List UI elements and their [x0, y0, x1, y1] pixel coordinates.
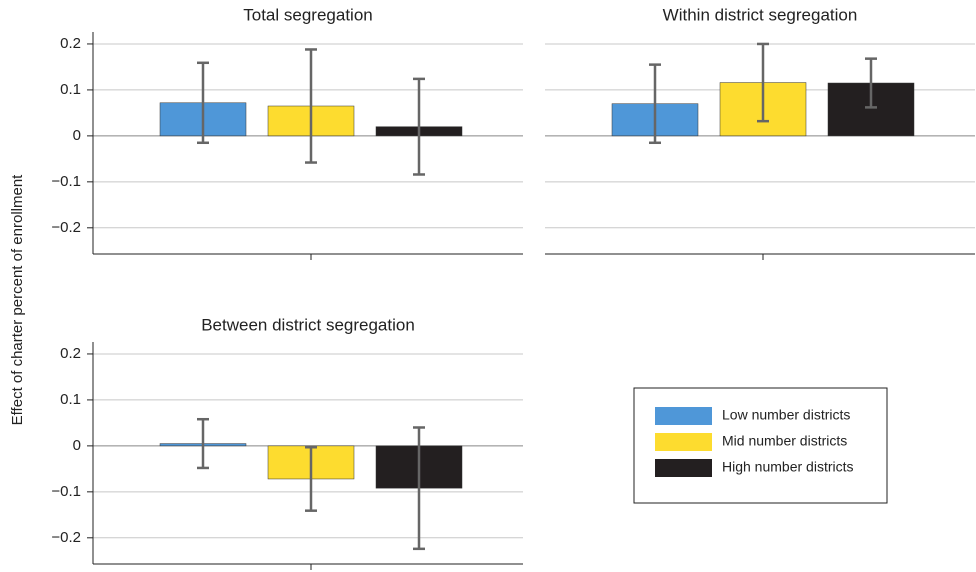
y-tick-label: 0.1 [60, 391, 81, 408]
y-tick-label: −0.2 [51, 529, 81, 546]
error-bar [757, 42, 769, 123]
y-axis-label: Effect of charter percent of enrollment [9, 174, 26, 426]
chart-title: Total segregation [243, 5, 372, 24]
y-tick-label: 0 [73, 437, 81, 454]
legend-label: Mid number districts [722, 433, 847, 449]
error-bar [865, 57, 877, 109]
error-bar [413, 77, 425, 176]
legend-swatch [655, 433, 712, 451]
chart-title: Between district segregation [201, 315, 415, 334]
error-bar [197, 61, 209, 145]
legend-label: Low number districts [722, 407, 850, 423]
legend-swatch [655, 407, 712, 425]
error-bar [649, 63, 661, 145]
error-bar [305, 48, 317, 164]
y-tick-label: 0.2 [60, 35, 81, 52]
y-tick-label: −0.1 [51, 483, 81, 500]
legend-label: High number districts [722, 459, 854, 475]
y-tick-label: 0 [73, 127, 81, 144]
error-bar [413, 426, 425, 551]
chart-title: Within district segregation [663, 5, 858, 24]
y-tick-label: −0.1 [51, 173, 81, 190]
y-tick-label: 0.2 [60, 345, 81, 362]
legend-swatch [655, 459, 712, 477]
y-tick-label: 0.1 [60, 81, 81, 98]
error-bar [197, 417, 209, 470]
y-tick-label: −0.2 [51, 219, 81, 236]
error-bar [305, 446, 317, 512]
